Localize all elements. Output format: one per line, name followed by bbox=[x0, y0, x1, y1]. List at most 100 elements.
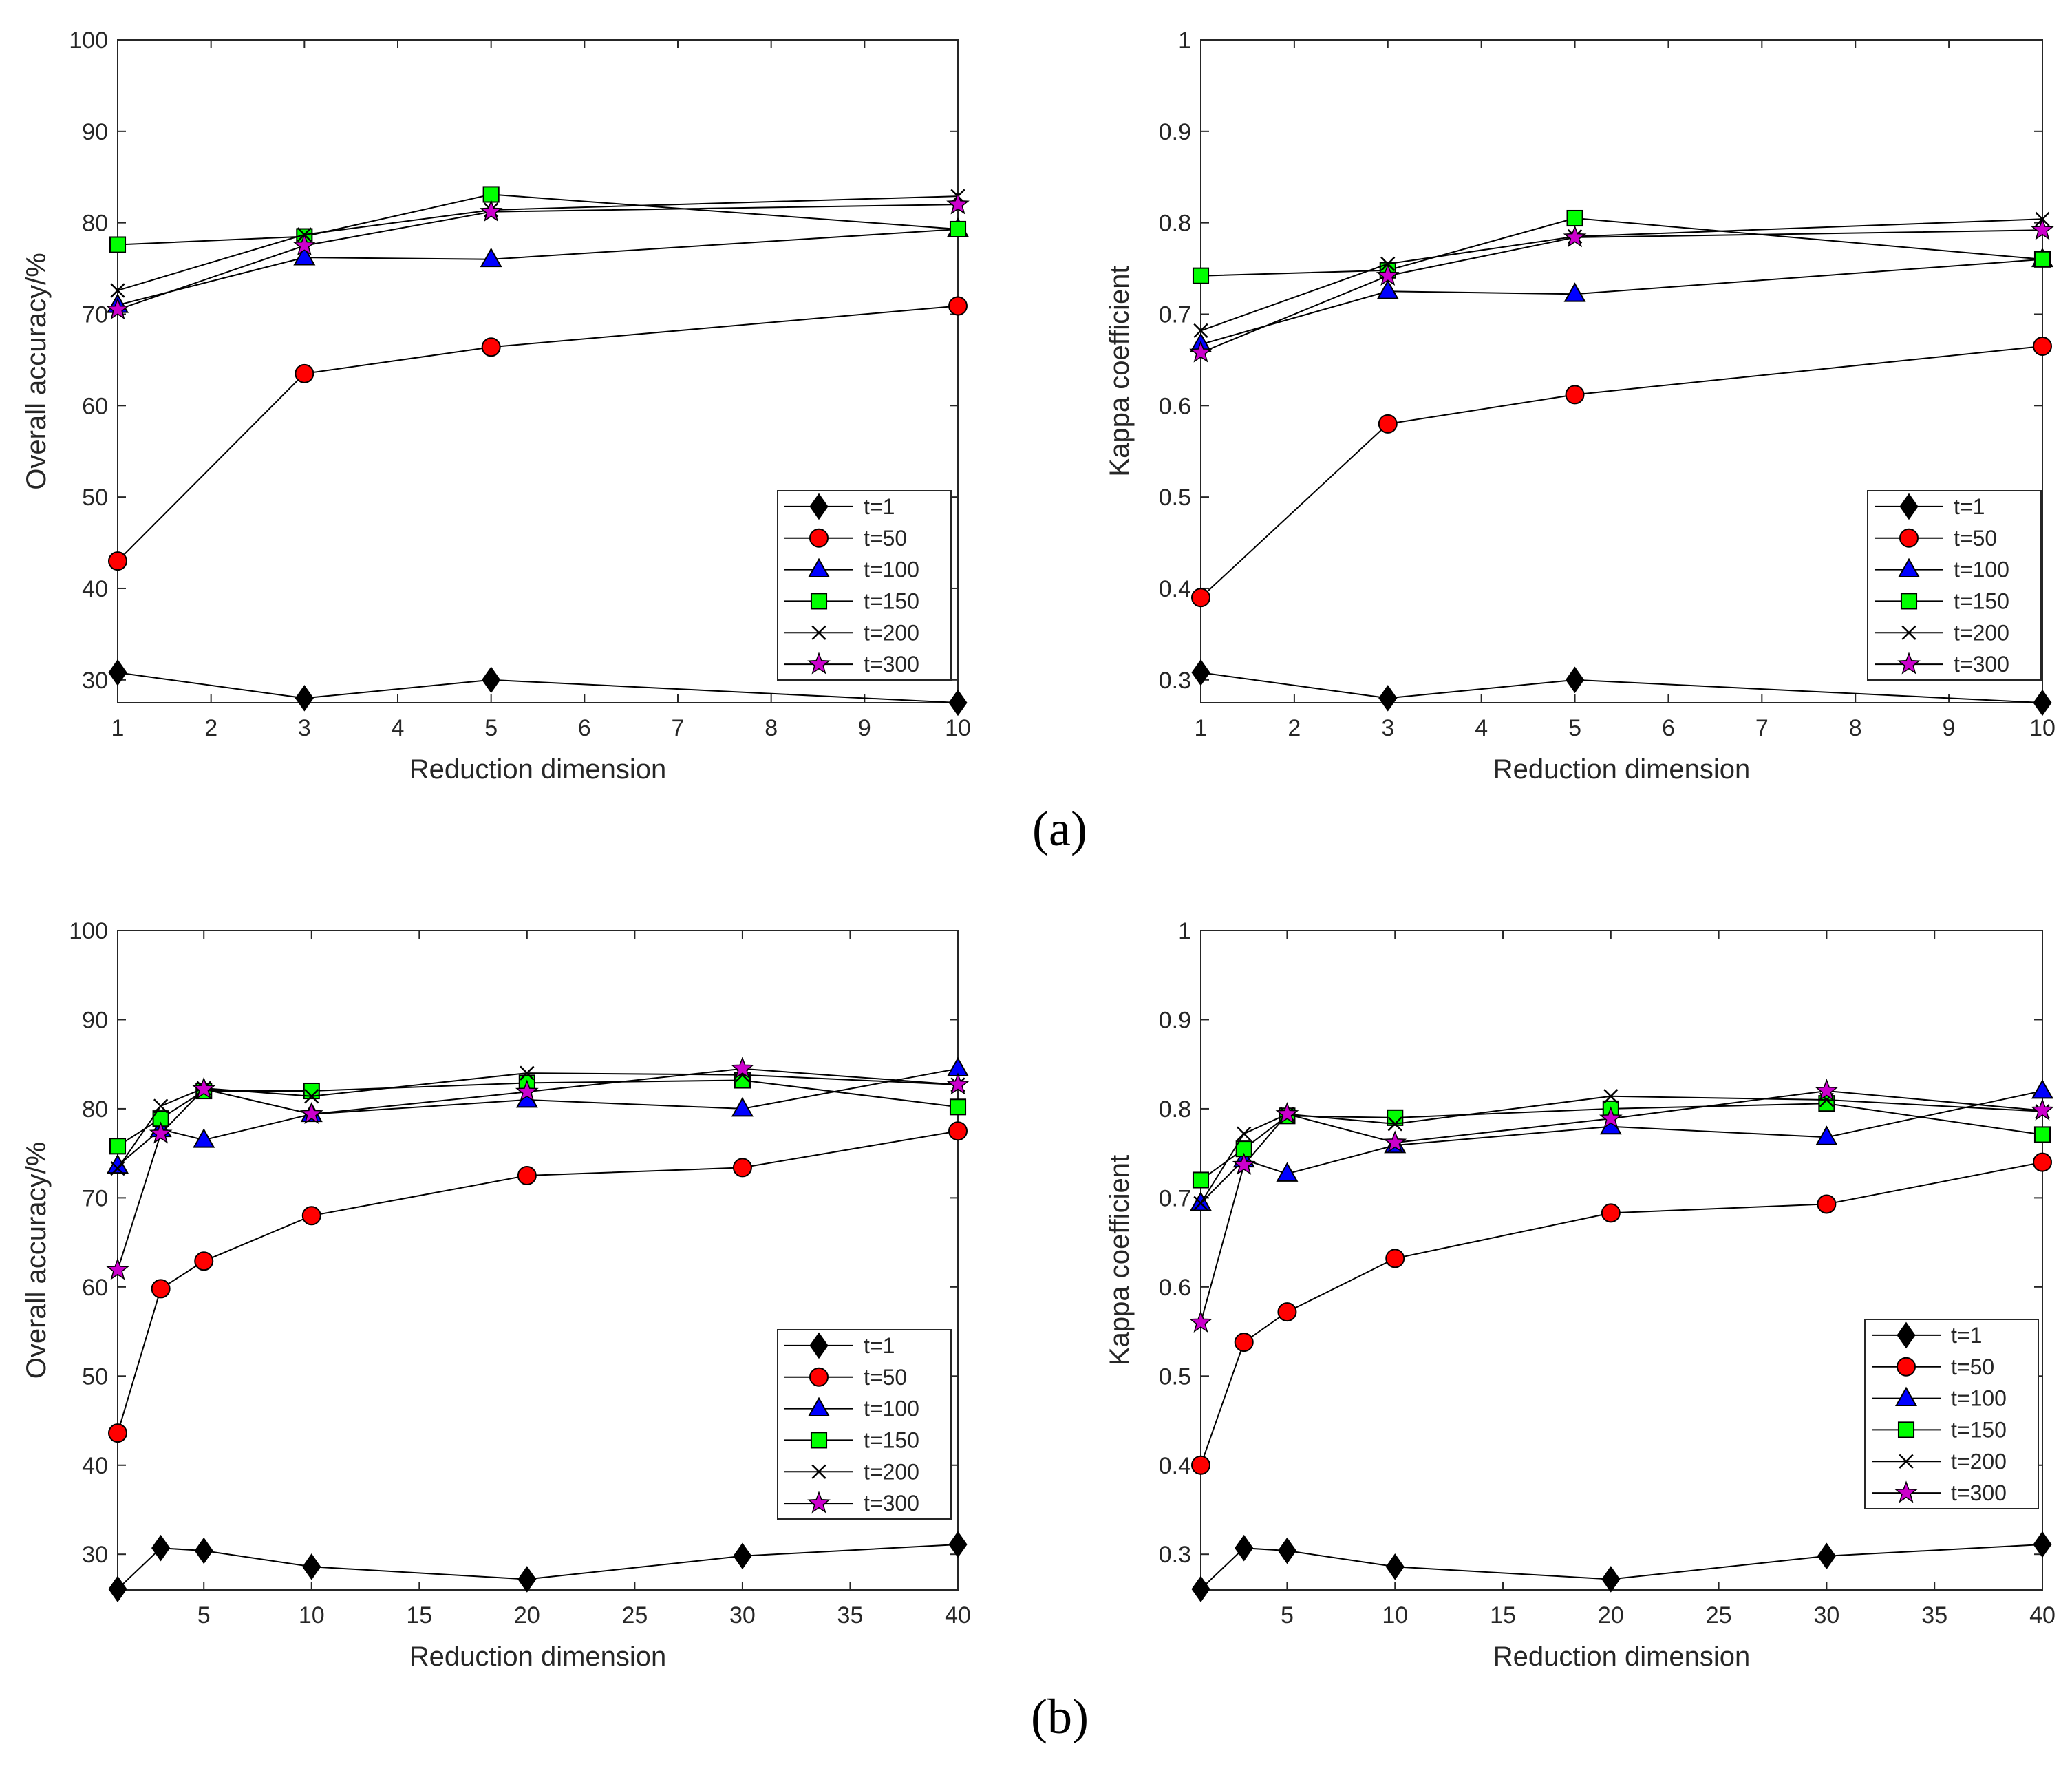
series-line bbox=[117, 305, 959, 562]
y-tick-label: 30 bbox=[82, 668, 108, 694]
y-tick-label: 0.6 bbox=[1159, 1275, 1191, 1301]
x-tick-label: 10 bbox=[299, 1602, 325, 1628]
legend-label: t=150 bbox=[864, 1427, 919, 1452]
y-tick-label: 50 bbox=[82, 1363, 108, 1390]
series-t-1 bbox=[1191, 659, 2052, 716]
data-point bbox=[1189, 340, 1213, 363]
x-tick-label: 3 bbox=[298, 715, 311, 741]
series-t-50 bbox=[108, 296, 968, 571]
data-point bbox=[1387, 1116, 1402, 1132]
x-tick-label: 15 bbox=[1490, 1602, 1516, 1628]
legend-marker bbox=[807, 652, 831, 675]
data-point bbox=[481, 337, 501, 357]
data-point bbox=[109, 1138, 127, 1155]
y-tick-label: 0.7 bbox=[1159, 301, 1191, 328]
data-point bbox=[1565, 666, 1585, 694]
data-point bbox=[292, 233, 317, 256]
x-tick-label: 7 bbox=[672, 715, 685, 741]
data-point bbox=[2033, 1531, 2052, 1558]
legend-marker bbox=[807, 1491, 831, 1514]
x-axis-label: Reduction dimension bbox=[1493, 1642, 1751, 1672]
panel-label-b: (b) bbox=[1031, 1689, 1089, 1744]
data-point bbox=[1234, 1333, 1254, 1352]
y-tick-label: 0.4 bbox=[1159, 576, 1191, 602]
data-point bbox=[1237, 1126, 1252, 1141]
data-point bbox=[109, 236, 127, 253]
data-point bbox=[515, 1079, 539, 1102]
legend-box bbox=[1864, 1319, 2039, 1509]
data-point bbox=[1275, 1101, 1299, 1125]
y-axis-label: Overall accuracy/% bbox=[21, 253, 52, 490]
legend-label: t=50 bbox=[1954, 526, 1997, 551]
y-tick-label: 90 bbox=[82, 119, 108, 145]
series-line bbox=[1200, 672, 2043, 703]
data-point bbox=[1191, 588, 1210, 608]
data-point bbox=[293, 246, 316, 266]
data-point bbox=[1192, 1171, 1210, 1189]
data-point bbox=[106, 297, 129, 320]
data-point bbox=[1189, 1310, 1213, 1333]
legend-label: t=300 bbox=[1954, 652, 2009, 677]
legend-marker bbox=[809, 1332, 829, 1359]
series-line bbox=[1200, 258, 2043, 346]
legend-label: t=100 bbox=[1954, 558, 2009, 582]
x-tick-label: 35 bbox=[1921, 1602, 1947, 1628]
data-point bbox=[1378, 685, 1398, 712]
data-point bbox=[108, 1575, 127, 1602]
data-point bbox=[2031, 1079, 2054, 1099]
x-tick-label: 1 bbox=[1195, 715, 1208, 741]
x-tick-label: 5 bbox=[1568, 715, 1581, 741]
y-tick-label: 100 bbox=[69, 28, 108, 54]
data-point bbox=[108, 659, 127, 686]
data-point bbox=[482, 666, 501, 694]
legend-label: t=50 bbox=[864, 526, 907, 551]
data-point bbox=[479, 199, 503, 222]
legend-marker bbox=[809, 528, 829, 548]
data-point bbox=[2031, 1098, 2054, 1121]
x-tick-label: 2 bbox=[204, 715, 217, 741]
data-point bbox=[295, 685, 314, 712]
data-point bbox=[2033, 1152, 2052, 1172]
legend-label: t=150 bbox=[864, 588, 919, 613]
legend-label: t=100 bbox=[864, 1397, 919, 1421]
data-point bbox=[1817, 1194, 1837, 1214]
data-point bbox=[1817, 1542, 1836, 1570]
x-axis-label: Reduction dimension bbox=[409, 1642, 667, 1672]
x-tick-label: 25 bbox=[1706, 1602, 1732, 1628]
data-point bbox=[194, 1251, 214, 1271]
data-point bbox=[949, 1098, 967, 1116]
series-line bbox=[1200, 217, 2043, 277]
data-point bbox=[110, 283, 125, 298]
data-point bbox=[946, 192, 970, 215]
x-tick-label: 4 bbox=[1475, 715, 1488, 741]
legend-label: t=150 bbox=[1951, 1417, 2007, 1442]
chart-b-oa: 30 40 50 60 70 80 90 100 5 10 15 20 25 30 35 40 Reductio… bbox=[21, 918, 971, 1672]
x-tick-label: 5 bbox=[1281, 1602, 1294, 1628]
y-tick-label: 70 bbox=[82, 301, 108, 328]
legend-box bbox=[777, 490, 952, 681]
legend: t=1 t=50 t=100 t=150 t=200 t=300 bbox=[777, 1329, 952, 1520]
data-point bbox=[1815, 1079, 1839, 1101]
x-tick-label: 40 bbox=[2029, 1602, 2055, 1628]
legend-marker bbox=[807, 1397, 831, 1416]
series-line bbox=[1200, 346, 2043, 598]
legend: t=1 t=50 t=100 t=150 t=200 t=300 bbox=[1864, 1319, 2039, 1509]
data-point bbox=[295, 363, 314, 383]
x-tick-label: 3 bbox=[1381, 715, 1394, 741]
data-point bbox=[151, 1534, 171, 1562]
y-tick-label: 0.7 bbox=[1159, 1185, 1191, 1211]
data-point bbox=[2033, 336, 2052, 356]
data-point bbox=[106, 1257, 129, 1280]
series-t-1 bbox=[108, 659, 968, 716]
legend-label: t=200 bbox=[864, 1459, 919, 1484]
legend-label: t=150 bbox=[1954, 588, 2009, 613]
data-point bbox=[1385, 1249, 1405, 1268]
series-line bbox=[1200, 218, 2043, 332]
panel-label-a: (a) bbox=[1032, 801, 1087, 856]
x-tick-label: 20 bbox=[1598, 1602, 1624, 1628]
data-point bbox=[1563, 282, 1586, 302]
y-tick-label: 0.8 bbox=[1159, 1096, 1191, 1123]
data-point bbox=[110, 1161, 125, 1176]
legend-label: t=200 bbox=[864, 620, 919, 645]
data-point bbox=[733, 1542, 752, 1570]
